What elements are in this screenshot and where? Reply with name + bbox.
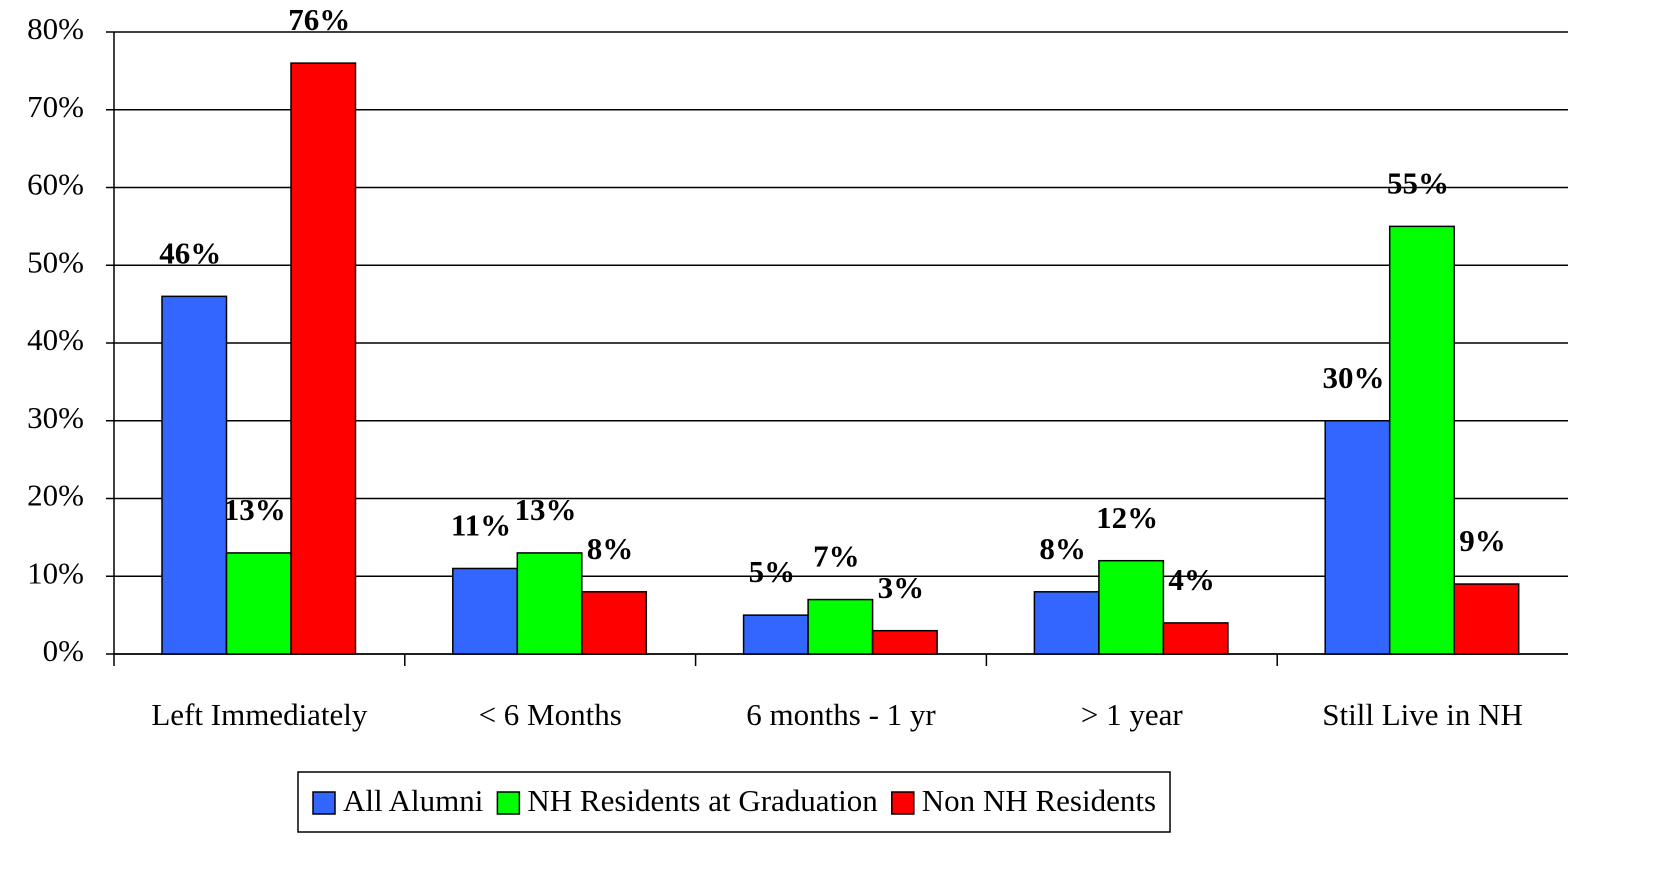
value-label: 46% <box>159 235 221 270</box>
bar <box>1098 559 1165 655</box>
y-tick-label: 20% <box>27 478 84 513</box>
x-tick-label: 6 months - 1 yr <box>746 697 936 732</box>
y-tick-label: 30% <box>27 400 84 435</box>
legend-swatch <box>496 791 521 815</box>
bar <box>807 598 874 655</box>
value-label: 55% <box>1387 165 1449 200</box>
bar <box>225 552 292 655</box>
bar <box>1033 591 1100 655</box>
legend-label: All Alumni <box>343 783 484 818</box>
value-label: 5% <box>749 554 796 589</box>
bar <box>452 567 519 655</box>
value-label: 13% <box>224 492 286 527</box>
bar <box>871 629 938 655</box>
y-tick-label: 60% <box>27 167 84 202</box>
bar <box>1453 583 1520 655</box>
x-tick-label: > 1 year <box>1081 697 1184 732</box>
legend-label: NH Residents at Graduation <box>527 783 878 818</box>
legend-swatch <box>312 791 336 815</box>
legend <box>297 771 1171 833</box>
y-tick-label: 10% <box>27 555 84 590</box>
y-tick-label: 40% <box>27 322 84 357</box>
legend-label: Non NH Residents <box>922 783 1156 818</box>
value-label: 3% <box>878 570 925 605</box>
x-tick-label: Left Immediately <box>151 697 368 732</box>
value-label: 30% <box>1322 360 1384 395</box>
value-label: 12% <box>1096 500 1158 535</box>
legend-swatch <box>891 791 915 815</box>
value-label: 8% <box>1039 531 1086 566</box>
bar <box>1162 622 1229 655</box>
bar <box>742 614 809 655</box>
x-tick-label: Still Live in NH <box>1322 697 1523 732</box>
value-label: 7% <box>813 539 860 574</box>
bar <box>290 62 357 655</box>
bar <box>1388 225 1455 655</box>
bar <box>581 591 648 655</box>
value-label: 13% <box>515 492 577 527</box>
bar <box>1324 420 1391 655</box>
value-label: 11% <box>451 508 511 543</box>
y-tick-label: 0% <box>43 633 84 668</box>
value-label: 76% <box>288 2 350 37</box>
y-tick-label: 70% <box>27 89 84 124</box>
y-tick-label: 50% <box>27 244 84 279</box>
y-tick-label: 80% <box>27 11 84 46</box>
bar <box>516 552 583 655</box>
value-label: 8% <box>587 531 634 566</box>
value-label: 4% <box>1168 562 1215 597</box>
bar <box>161 295 228 655</box>
value-label: 9% <box>1459 523 1506 558</box>
x-tick-label: < 6 Months <box>479 697 622 732</box>
